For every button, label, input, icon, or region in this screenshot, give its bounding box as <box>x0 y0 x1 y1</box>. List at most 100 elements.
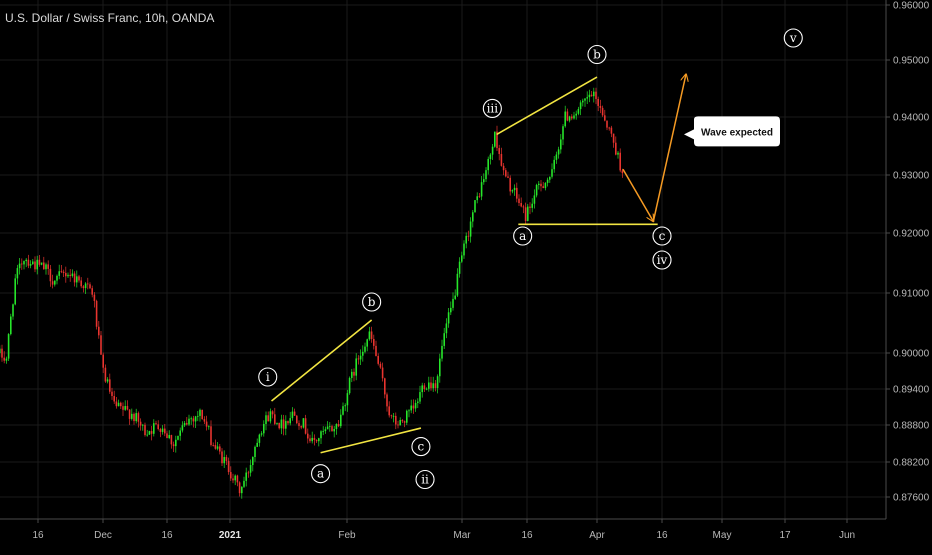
candle-body <box>595 91 597 99</box>
candle-body <box>320 431 322 439</box>
candle-body <box>256 442 258 447</box>
candle-body <box>485 170 487 180</box>
wave-label-c: c <box>411 437 431 457</box>
candle-body <box>560 139 562 150</box>
candle-body <box>509 177 511 192</box>
candle-body <box>379 363 382 368</box>
y-axis[interactable]: 0.87600 0.88200 0.88800 0.89400 0.90000 0.910… <box>885 0 930 519</box>
candle-body <box>172 444 175 447</box>
candle-body <box>588 94 591 98</box>
candle-body <box>12 304 14 317</box>
candle-body <box>322 431 324 432</box>
candle-body <box>183 423 186 426</box>
candle-body <box>205 421 208 427</box>
candle-body <box>122 406 124 410</box>
candle-body <box>606 120 608 128</box>
candle-body <box>263 423 265 434</box>
candle-body <box>252 456 254 466</box>
candle-body <box>555 154 558 160</box>
candle-body <box>73 273 76 283</box>
wave-label-text: a <box>317 467 324 481</box>
candle-body <box>230 472 232 479</box>
candle-body <box>399 420 401 426</box>
trendline <box>496 76 598 136</box>
candle-body <box>219 446 221 452</box>
wave-label-circle <box>411 437 431 457</box>
candle-body <box>300 426 302 428</box>
candle-body <box>491 146 494 155</box>
candle-body <box>38 259 41 265</box>
candle-body <box>58 271 60 276</box>
x-tick-label: 17 <box>779 530 791 541</box>
candle-body <box>56 275 58 281</box>
candle-body <box>318 438 320 442</box>
candle-body <box>458 261 461 274</box>
candle-body <box>450 307 452 313</box>
candle-body <box>430 382 432 389</box>
candle-body <box>258 434 261 443</box>
candle-body <box>412 405 415 409</box>
candle-body <box>157 424 159 430</box>
candle-body <box>104 367 107 382</box>
wave-label-text: c <box>418 440 425 454</box>
trendline <box>271 319 373 402</box>
candle-body <box>344 405 346 407</box>
candle-body <box>417 401 419 403</box>
candle-body <box>159 429 162 432</box>
candle-body <box>518 198 520 204</box>
candle-body <box>428 382 430 389</box>
candle-body <box>511 190 514 192</box>
candle-body <box>331 426 333 432</box>
candle-body <box>221 451 223 464</box>
chart-title: U.S. Dollar / Swiss Franc, 10h, OANDA <box>5 11 215 25</box>
candle-body <box>150 431 153 434</box>
candle-body <box>498 148 500 154</box>
candle-body <box>40 262 43 265</box>
candle-body <box>494 131 496 147</box>
candle-body <box>98 326 100 336</box>
candle-body <box>373 338 375 346</box>
wave-label-circle <box>482 98 502 118</box>
candle-body <box>329 426 331 427</box>
wave-label-text: a <box>519 229 526 243</box>
candle-body <box>309 438 311 442</box>
candle-body <box>166 433 168 439</box>
wave-label-circle <box>783 28 803 48</box>
x-axis[interactable]: 16 Dec 16 2021 Feb Mar 16 Apr 16 May 17 Jun <box>0 518 886 541</box>
candle-body <box>18 263 21 269</box>
candle-body <box>489 154 492 160</box>
candle-body <box>302 418 305 428</box>
candle-body <box>133 413 135 422</box>
candle-body <box>291 411 294 419</box>
candle-body <box>351 371 353 378</box>
candle-body <box>586 97 588 99</box>
candle-body <box>564 111 566 127</box>
candle-body <box>208 426 210 428</box>
candle-body <box>377 355 379 364</box>
candle-body <box>500 153 503 166</box>
y-tick-label: 0.91000 <box>893 289 930 300</box>
candle-body <box>445 323 448 334</box>
candle-body <box>144 424 146 436</box>
candle-body <box>397 424 399 426</box>
candle-body <box>54 280 56 285</box>
candle-body <box>483 179 485 183</box>
candle-body <box>395 415 397 425</box>
candle-body <box>36 259 38 270</box>
candle-body <box>188 418 190 425</box>
candle-body <box>452 298 454 308</box>
candle-body <box>238 482 241 494</box>
candle-body <box>227 460 230 473</box>
callout-bubble <box>684 116 780 147</box>
y-tick-label: 0.96000 <box>893 1 930 12</box>
wave-label-a: a <box>311 464 331 484</box>
wave-label-circle <box>258 367 278 387</box>
candle-body <box>392 415 395 417</box>
candle-body <box>95 300 98 327</box>
callout-text: Wave expected <box>701 127 773 138</box>
candle-body <box>324 429 327 432</box>
candle-body <box>502 165 505 171</box>
